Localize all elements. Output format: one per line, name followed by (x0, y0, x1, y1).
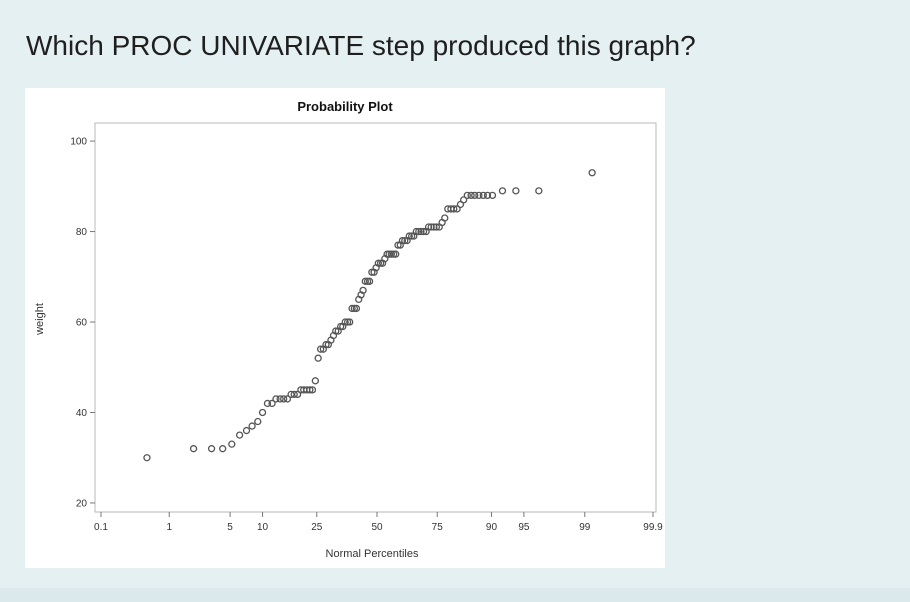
data-point (483, 191, 492, 200)
data-point (430, 223, 438, 231)
data-point (276, 395, 284, 403)
data-point (207, 445, 216, 453)
y-axis-label: weight (34, 303, 46, 336)
x-tick-label: 99.9 (643, 522, 663, 533)
data-point (332, 327, 340, 335)
data-point (343, 318, 352, 326)
data-point (283, 395, 292, 403)
data-point (272, 395, 280, 403)
data-point (143, 454, 151, 462)
x-tick-label: 1 (166, 522, 172, 533)
data-point (441, 214, 449, 222)
data-point (488, 191, 497, 200)
x-axis-label: Normal Percentiles (326, 548, 419, 560)
y-tick-label: 80 (76, 227, 88, 238)
data-point (361, 277, 369, 285)
data-point (263, 399, 272, 408)
data-point (394, 241, 402, 249)
x-tick-label: 25 (311, 522, 323, 533)
data-point (588, 169, 596, 177)
data-point (242, 426, 251, 435)
data-point (387, 250, 396, 258)
data-point (368, 268, 376, 276)
y-tick-label: 20 (76, 498, 88, 509)
data-point (412, 227, 420, 236)
x-tick-label: 10 (257, 522, 269, 533)
probability-plot-figure: Probability Plot 20 40 60 80 100 0.1 1 5 10 25 50… (25, 88, 665, 568)
data-point (419, 227, 428, 236)
data-point (341, 318, 349, 326)
x-tick-label: 99 (579, 522, 591, 533)
y-tick-label: 100 (70, 137, 87, 148)
data-point (258, 408, 267, 417)
data-point (322, 340, 330, 349)
probability-plot-svg: Probability Plot 20 40 60 80 100 0.1 1 5 10 25 50… (34, 99, 663, 560)
data-point (308, 386, 317, 394)
data-point (306, 386, 314, 394)
data-point (254, 417, 262, 426)
data-point (336, 322, 345, 331)
data-point (348, 304, 356, 313)
x-tick-label: 0.1 (94, 522, 108, 533)
data-point (467, 191, 475, 200)
x-tick-label: 90 (486, 522, 498, 533)
data-point (359, 286, 367, 295)
data-point (471, 191, 479, 200)
data-point (228, 440, 236, 448)
plot-frame (94, 122, 657, 513)
data-point (512, 187, 520, 195)
data-point (346, 318, 354, 326)
data-point (392, 250, 400, 258)
data-point (290, 390, 298, 399)
data-point (280, 395, 288, 403)
data-point (268, 399, 276, 408)
data-point (475, 191, 483, 200)
data-point (352, 304, 361, 313)
data-point (235, 431, 244, 439)
x-tick-label: 5 (227, 522, 233, 533)
data-point (498, 187, 507, 195)
chart-title: Probability Plot (297, 99, 393, 114)
x-axis: 0.1 1 5 10 25 50 75 90 95 99 99.9 (94, 512, 663, 533)
x-tick-label: 75 (432, 522, 444, 533)
data-point (415, 227, 423, 236)
x-tick-label: 95 (518, 522, 530, 533)
question-text: Which PROC UNIVARIATE step produced this… (26, 30, 696, 61)
data-point (219, 445, 227, 453)
data-point (432, 223, 441, 231)
page-bottom-strip (0, 588, 910, 602)
data-point (316, 345, 325, 353)
data-point (248, 422, 256, 430)
data-point (417, 227, 425, 236)
data-point (314, 354, 322, 362)
data-points (143, 169, 596, 462)
data-point (405, 232, 413, 240)
y-axis: 20 40 60 80 100 (70, 137, 95, 509)
data-point (535, 187, 543, 195)
data-point (427, 223, 435, 231)
data-point (479, 191, 487, 200)
data-point (450, 205, 458, 213)
data-point (365, 277, 374, 285)
data-point (408, 232, 416, 240)
data-point (401, 236, 409, 245)
y-tick-label: 40 (76, 408, 88, 419)
data-point (311, 377, 319, 385)
x-tick-label: 50 (371, 522, 383, 533)
data-point (398, 236, 407, 245)
data-point (459, 196, 468, 204)
data-point (453, 205, 461, 213)
data-point (374, 259, 382, 267)
y-tick-label: 60 (76, 318, 88, 329)
data-point (189, 445, 198, 453)
data-point (463, 191, 471, 200)
